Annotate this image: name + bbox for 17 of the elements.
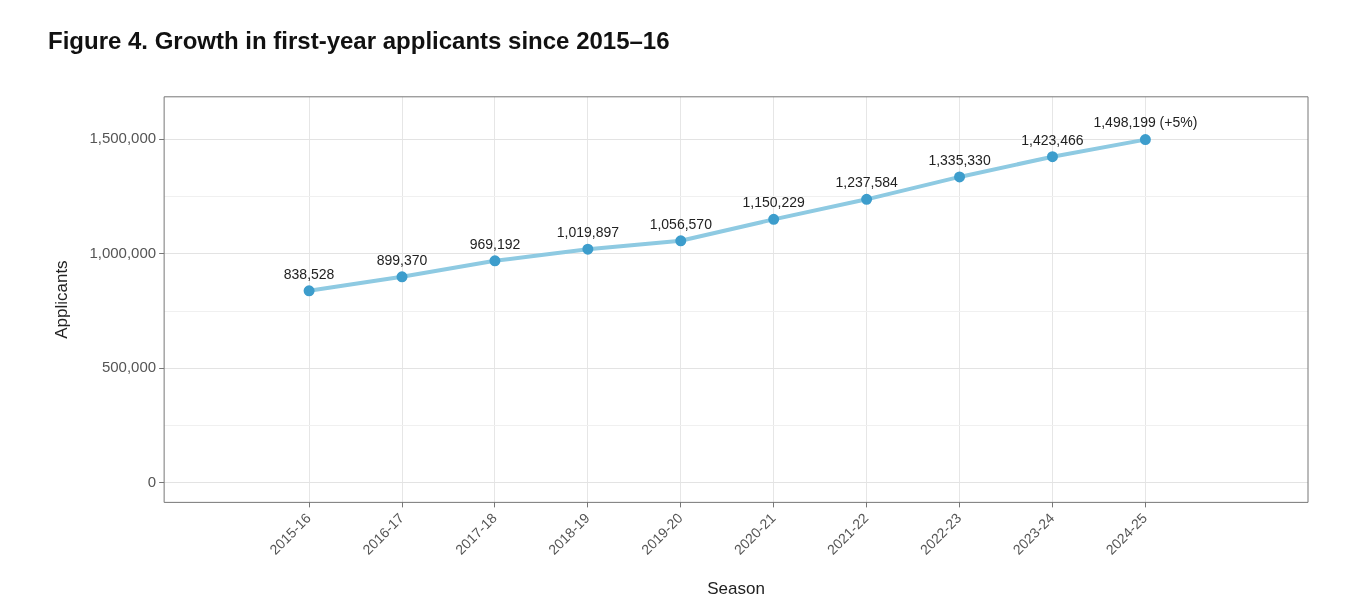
data-label: 1,335,330: [928, 151, 991, 168]
data-label: 1,423,466: [1021, 131, 1084, 148]
data-label: 1,019,897: [556, 224, 620, 241]
data-label: 1,150,229: [742, 194, 806, 211]
data-label: 899,370: [376, 251, 428, 268]
y-tick-label: 1,500,000: [89, 129, 157, 147]
chart-title: Figure 4. Growth in first-year applicants since 2015–16: [48, 27, 670, 55]
y-axis-title: Applicants: [51, 260, 71, 339]
data-label: 1,498,199 (+5%): [1093, 114, 1198, 131]
data-label: 1,056,570: [649, 215, 713, 232]
data-label: 838,528: [283, 265, 335, 282]
x-axis-title: Season: [707, 579, 765, 599]
y-tick-label: 1,000,000: [89, 243, 157, 261]
data-label: 969,192: [469, 235, 521, 252]
y-tick-label: 0: [147, 473, 157, 491]
y-tick-label: 500,000: [101, 358, 157, 376]
data-label: 1,237,584: [835, 174, 898, 191]
